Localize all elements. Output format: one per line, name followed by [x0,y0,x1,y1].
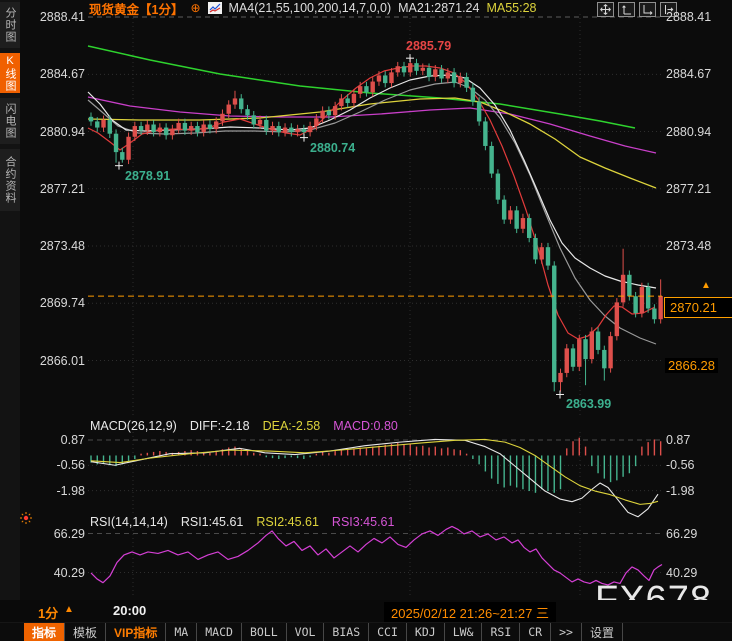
scale-y-icon[interactable] [618,2,635,17]
price-arrow-icon: ▲ [701,280,711,291]
toolbar-item-templates[interactable]: 模板 [64,623,105,641]
sidebar-tab-kline-chart[interactable]: K线图 [0,53,20,93]
toolbar-item-macd[interactable]: MACD [196,623,241,641]
toolbar-item-vip-indicators[interactable]: VIP指标 [105,623,165,641]
shift-right-icon[interactable] [660,2,677,17]
toolbar-item-cci[interactable]: CCI [368,623,406,641]
prev-close-badge: 2866.28 [665,358,718,374]
sidebar-tab-time-chart[interactable]: 分时图 [0,2,20,48]
rsi1-value: RSI1:45.61 [180,515,244,529]
macd-label-row: MACD(26,12,9) DIFF:-2.18 DEA:-2.58 MACD:… [90,419,398,433]
ma21-value: MA21:2871.24 [398,1,480,15]
sidebar-tab-contract-info[interactable]: 合约资料 [0,149,20,211]
macd-diff-value: DIFF:-2.18 [189,419,250,433]
toolbar-item-lw[interactable]: LW& [443,623,482,641]
toolbar-item-ma[interactable]: MA [165,623,196,641]
period-label[interactable]: 1分 [38,606,59,621]
period-arrow-icon[interactable]: ▲ [64,604,74,615]
sidebar: 分时图 K线图闪电图合约资料 [0,0,20,600]
rsi2-value: RSI2:45.61 [256,515,319,529]
rsi-label-row: RSI(14,14,14) RSI1:45.61 RSI2:45.61 RSI3… [90,515,394,529]
ma-settings-label: MA4(21,55,100,200,14,7,0,0) [228,1,392,15]
indicator-toolbar: 指标 模板 VIP指标 MA MACD BOLL VOL BIAS CCI KDJ LW& RSI CR… [0,622,732,641]
time-axis-label: 20:00 [113,603,147,618]
symbol-title: 现货黄金【1分】 [89,2,184,17]
chart-icon [207,2,222,14]
move-icon[interactable] [597,2,614,17]
toolbar-item-cr[interactable]: CR [519,623,550,641]
toolbar-item-kdj[interactable]: KDJ [405,623,444,641]
toolbar-item-vol[interactable]: VOL [285,623,324,641]
header-bar: 现货黄金【1分】 ⊕ MA4(21,55,100,200,14,7,0,0) M… [89,1,537,17]
status-bar: 1分 ▲ 20:00 2025/02/12 21:26~21:27 三 [0,600,732,623]
toolbar-item-rsi[interactable]: RSI [481,623,519,641]
visible-range-label[interactable]: 2025/02/12 21:26~21:27 三 [384,602,556,623]
add-indicator-icon[interactable]: ⊕ [190,1,201,15]
chart-tool-icons [597,2,677,17]
toolbar-item-settings[interactable]: 设置 [580,623,623,641]
current-price-badge: 2870.21 [664,297,732,319]
live-indicator-icon [19,511,33,530]
macd-dea-value: DEA:-2.58 [262,419,321,433]
toolbar-item-indicators[interactable]: 指标 [24,623,65,641]
scale-x-icon[interactable] [639,2,656,17]
toolbar-item-more[interactable]: >> [550,623,581,641]
toolbar-item-boll[interactable]: BOLL [240,623,286,641]
macd-hist-value: MACD:0.80 [333,419,398,433]
rsi-title: RSI(14,14,14) [90,515,168,529]
sidebar-tab-lightning-chart[interactable]: 闪电图 [0,98,20,144]
rsi3-value: RSI3:45.61 [331,515,395,529]
ma55-value: MA55:28 [486,1,537,15]
macd-title: MACD(26,12,9) [90,419,177,433]
toolbar-item-bias[interactable]: BIAS [323,623,368,641]
